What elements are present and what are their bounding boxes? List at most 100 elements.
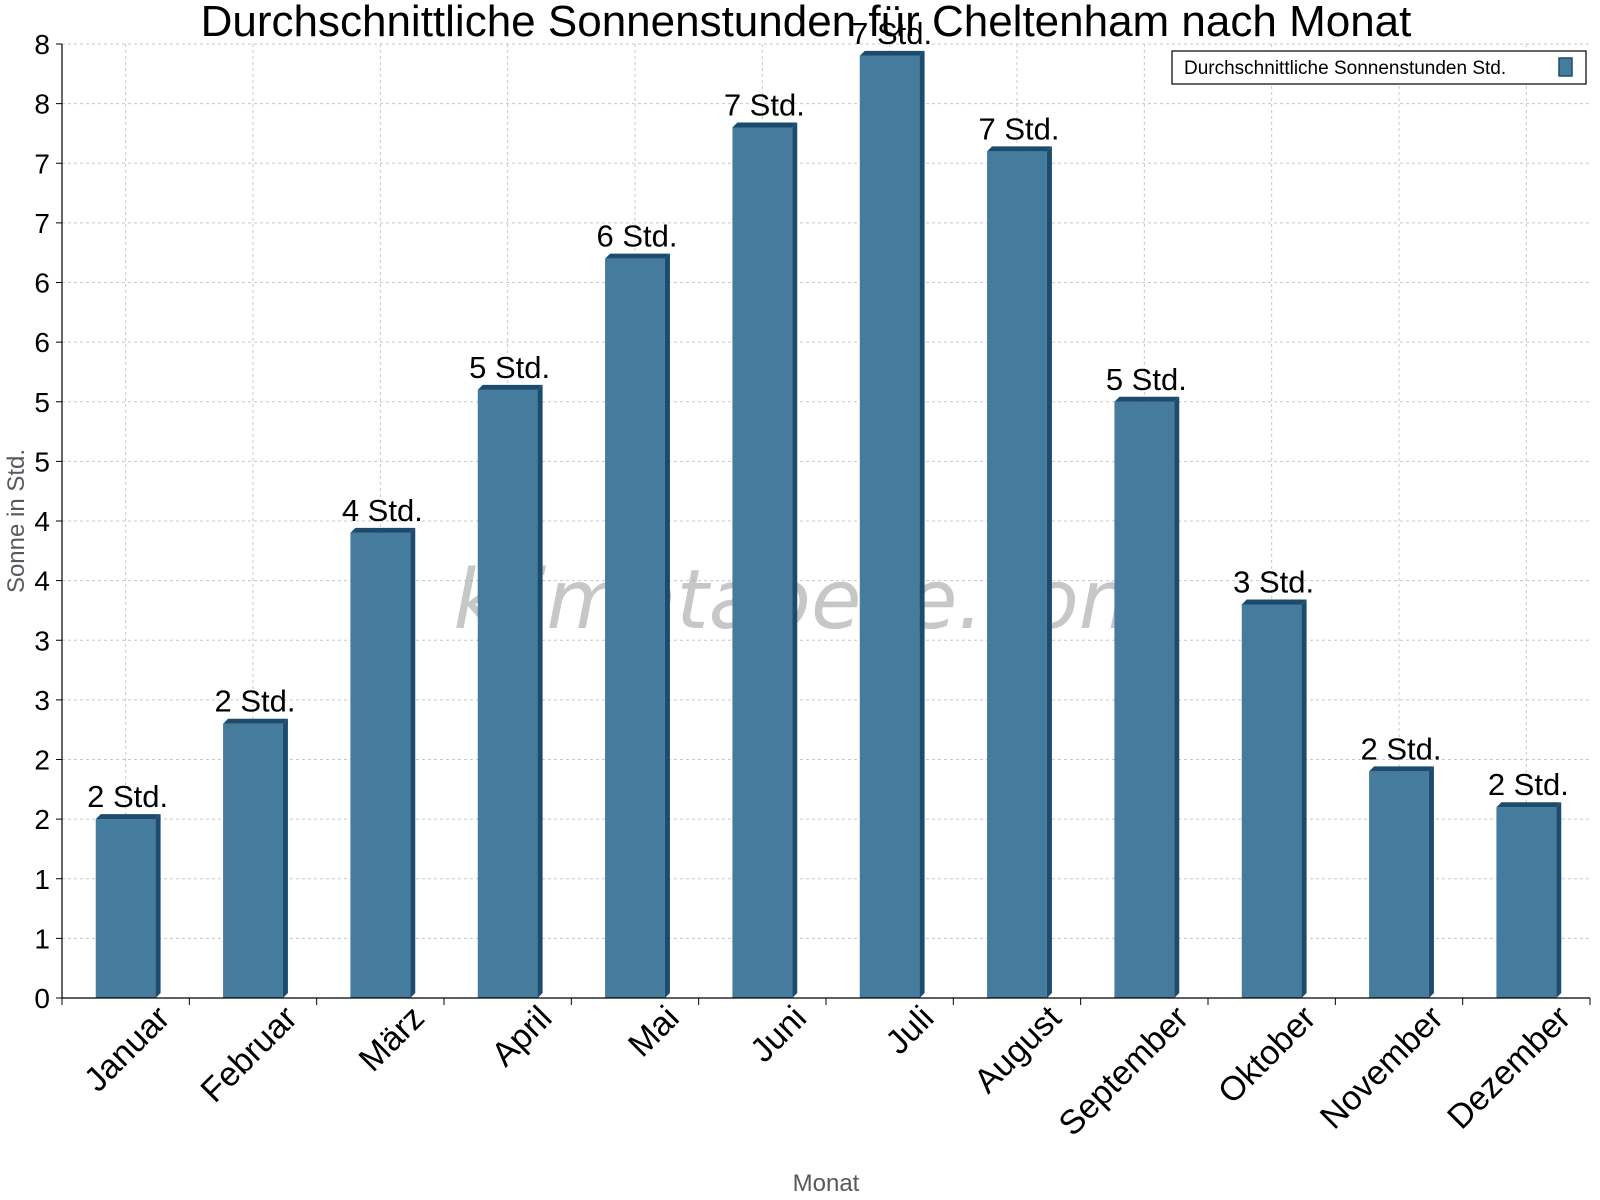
data-label: 7 Std. [724, 87, 805, 122]
bar-top [732, 122, 797, 127]
bar-side [1302, 599, 1307, 998]
y-tick-label: 3 [34, 625, 50, 656]
x-tick-label: März [352, 999, 432, 1079]
bar-mai [605, 254, 670, 998]
bar-februar [223, 719, 288, 998]
bar-april [478, 385, 543, 998]
bar-top [1496, 802, 1561, 807]
bar-top [478, 385, 543, 390]
y-tick-label: 5 [34, 446, 50, 477]
data-label: 2 Std. [87, 779, 168, 814]
y-tick-label: 5 [34, 387, 50, 418]
x-tick-label: Oktober [1211, 999, 1323, 1111]
y-tick-label: 6 [34, 268, 50, 299]
x-axis-title: Monat [793, 1170, 860, 1197]
bar-side [792, 122, 797, 998]
y-tick-label: 7 [34, 148, 50, 179]
bar-face [987, 151, 1047, 998]
bar-top [987, 146, 1052, 151]
bar-top [223, 719, 288, 724]
x-tick-label: September [1052, 999, 1196, 1143]
legend-label: Durchschnittliche Sonnenstunden Std. [1184, 58, 1506, 79]
y-tick-label: 8 [34, 89, 50, 120]
data-label: 2 Std. [215, 684, 296, 719]
bar-face [860, 56, 920, 998]
data-label: 3 Std. [1233, 564, 1314, 599]
bars [96, 51, 1562, 998]
bar-august [987, 146, 1052, 998]
y-tick-label: 8 [34, 29, 50, 60]
bar-side [538, 385, 543, 998]
bar-face [1496, 807, 1556, 998]
bar-side [283, 719, 288, 998]
bar-face [223, 724, 283, 998]
bar-oktober [1242, 599, 1307, 998]
chart-title: Durchschnittliche Sonnenstunden für Chel… [201, 0, 1412, 46]
bar-side [1047, 146, 1052, 998]
x-tick-label: Dezember [1440, 999, 1578, 1137]
bar-face [605, 259, 665, 998]
bar-side [1174, 397, 1179, 998]
bar-september [1114, 397, 1179, 998]
bar-januar [96, 814, 161, 998]
x-tick-label: Mai [621, 999, 687, 1065]
x-tick-label: Februar [194, 999, 305, 1110]
bar-top [1242, 599, 1307, 604]
y-axis-title: Sonne in Std. [3, 449, 30, 593]
y-tick-label: 7 [34, 208, 50, 239]
data-label: 2 Std. [1361, 731, 1442, 766]
y-tick-label: 2 [34, 745, 50, 776]
x-axis-ticks: Januar Februar März April Mai Juni Juli AugustS… [62, 998, 1590, 1143]
y-tick-label: 4 [34, 506, 50, 537]
bar-top [1114, 397, 1179, 402]
bar-side [1429, 766, 1434, 998]
bar-dezember [1496, 802, 1561, 998]
y-tick-label: 4 [34, 566, 50, 597]
bar-top [605, 254, 670, 259]
bar-side [410, 528, 415, 998]
bar-top [96, 814, 161, 819]
bar-side [1556, 802, 1561, 998]
watermark: klimatabelle.com [453, 553, 1158, 648]
bar-side [156, 814, 161, 998]
y-tick-label: 0 [34, 983, 50, 1014]
bar-top [350, 528, 415, 533]
bar-face [478, 390, 538, 998]
bar-face [350, 533, 410, 998]
data-label: 6 Std. [597, 219, 678, 254]
y-tick-label: 3 [34, 685, 50, 716]
bar-face [732, 127, 792, 998]
x-tick-label: Januar [77, 999, 177, 1099]
data-label: 5 Std. [1106, 362, 1187, 397]
y-tick-label: 1 [34, 864, 50, 895]
bar-top [1369, 766, 1434, 771]
x-tick-label: November [1313, 999, 1451, 1137]
y-axis-ticks: 0 1 1 2 2 3 3 4 4 5 5 6 6 7 7 8 8 [34, 29, 62, 1014]
bar-juli [860, 51, 925, 998]
x-tick-label: Juni [743, 999, 814, 1070]
x-tick-label: April [484, 999, 559, 1074]
bar-side [920, 51, 925, 998]
data-label: 5 Std. [469, 350, 550, 385]
bar-face [96, 819, 156, 998]
data-labels: 2 Std. 2 Std. 4 Std. 5 Std. 6 Std. 7 Std. 7 St… [87, 16, 1569, 814]
bar-face [1114, 402, 1174, 998]
x-tick-label: Juli [878, 999, 941, 1062]
legend-swatch [1559, 58, 1572, 76]
grid-lines [62, 44, 1590, 998]
bar-märz [350, 528, 415, 998]
data-label: 2 Std. [1488, 767, 1569, 802]
data-label: 7 Std. [979, 111, 1060, 146]
y-tick-label: 2 [34, 804, 50, 835]
y-tick-label: 6 [34, 327, 50, 358]
bar-november [1369, 766, 1434, 998]
y-tick-label: 1 [34, 923, 50, 954]
bar-side [665, 254, 670, 998]
bar-top [860, 51, 925, 56]
bar-juni [732, 122, 797, 998]
data-label: 7 Std. [851, 16, 932, 51]
bar-face [1242, 604, 1302, 998]
legend: Durchschnittliche Sonnenstunden Std. [1172, 51, 1586, 84]
